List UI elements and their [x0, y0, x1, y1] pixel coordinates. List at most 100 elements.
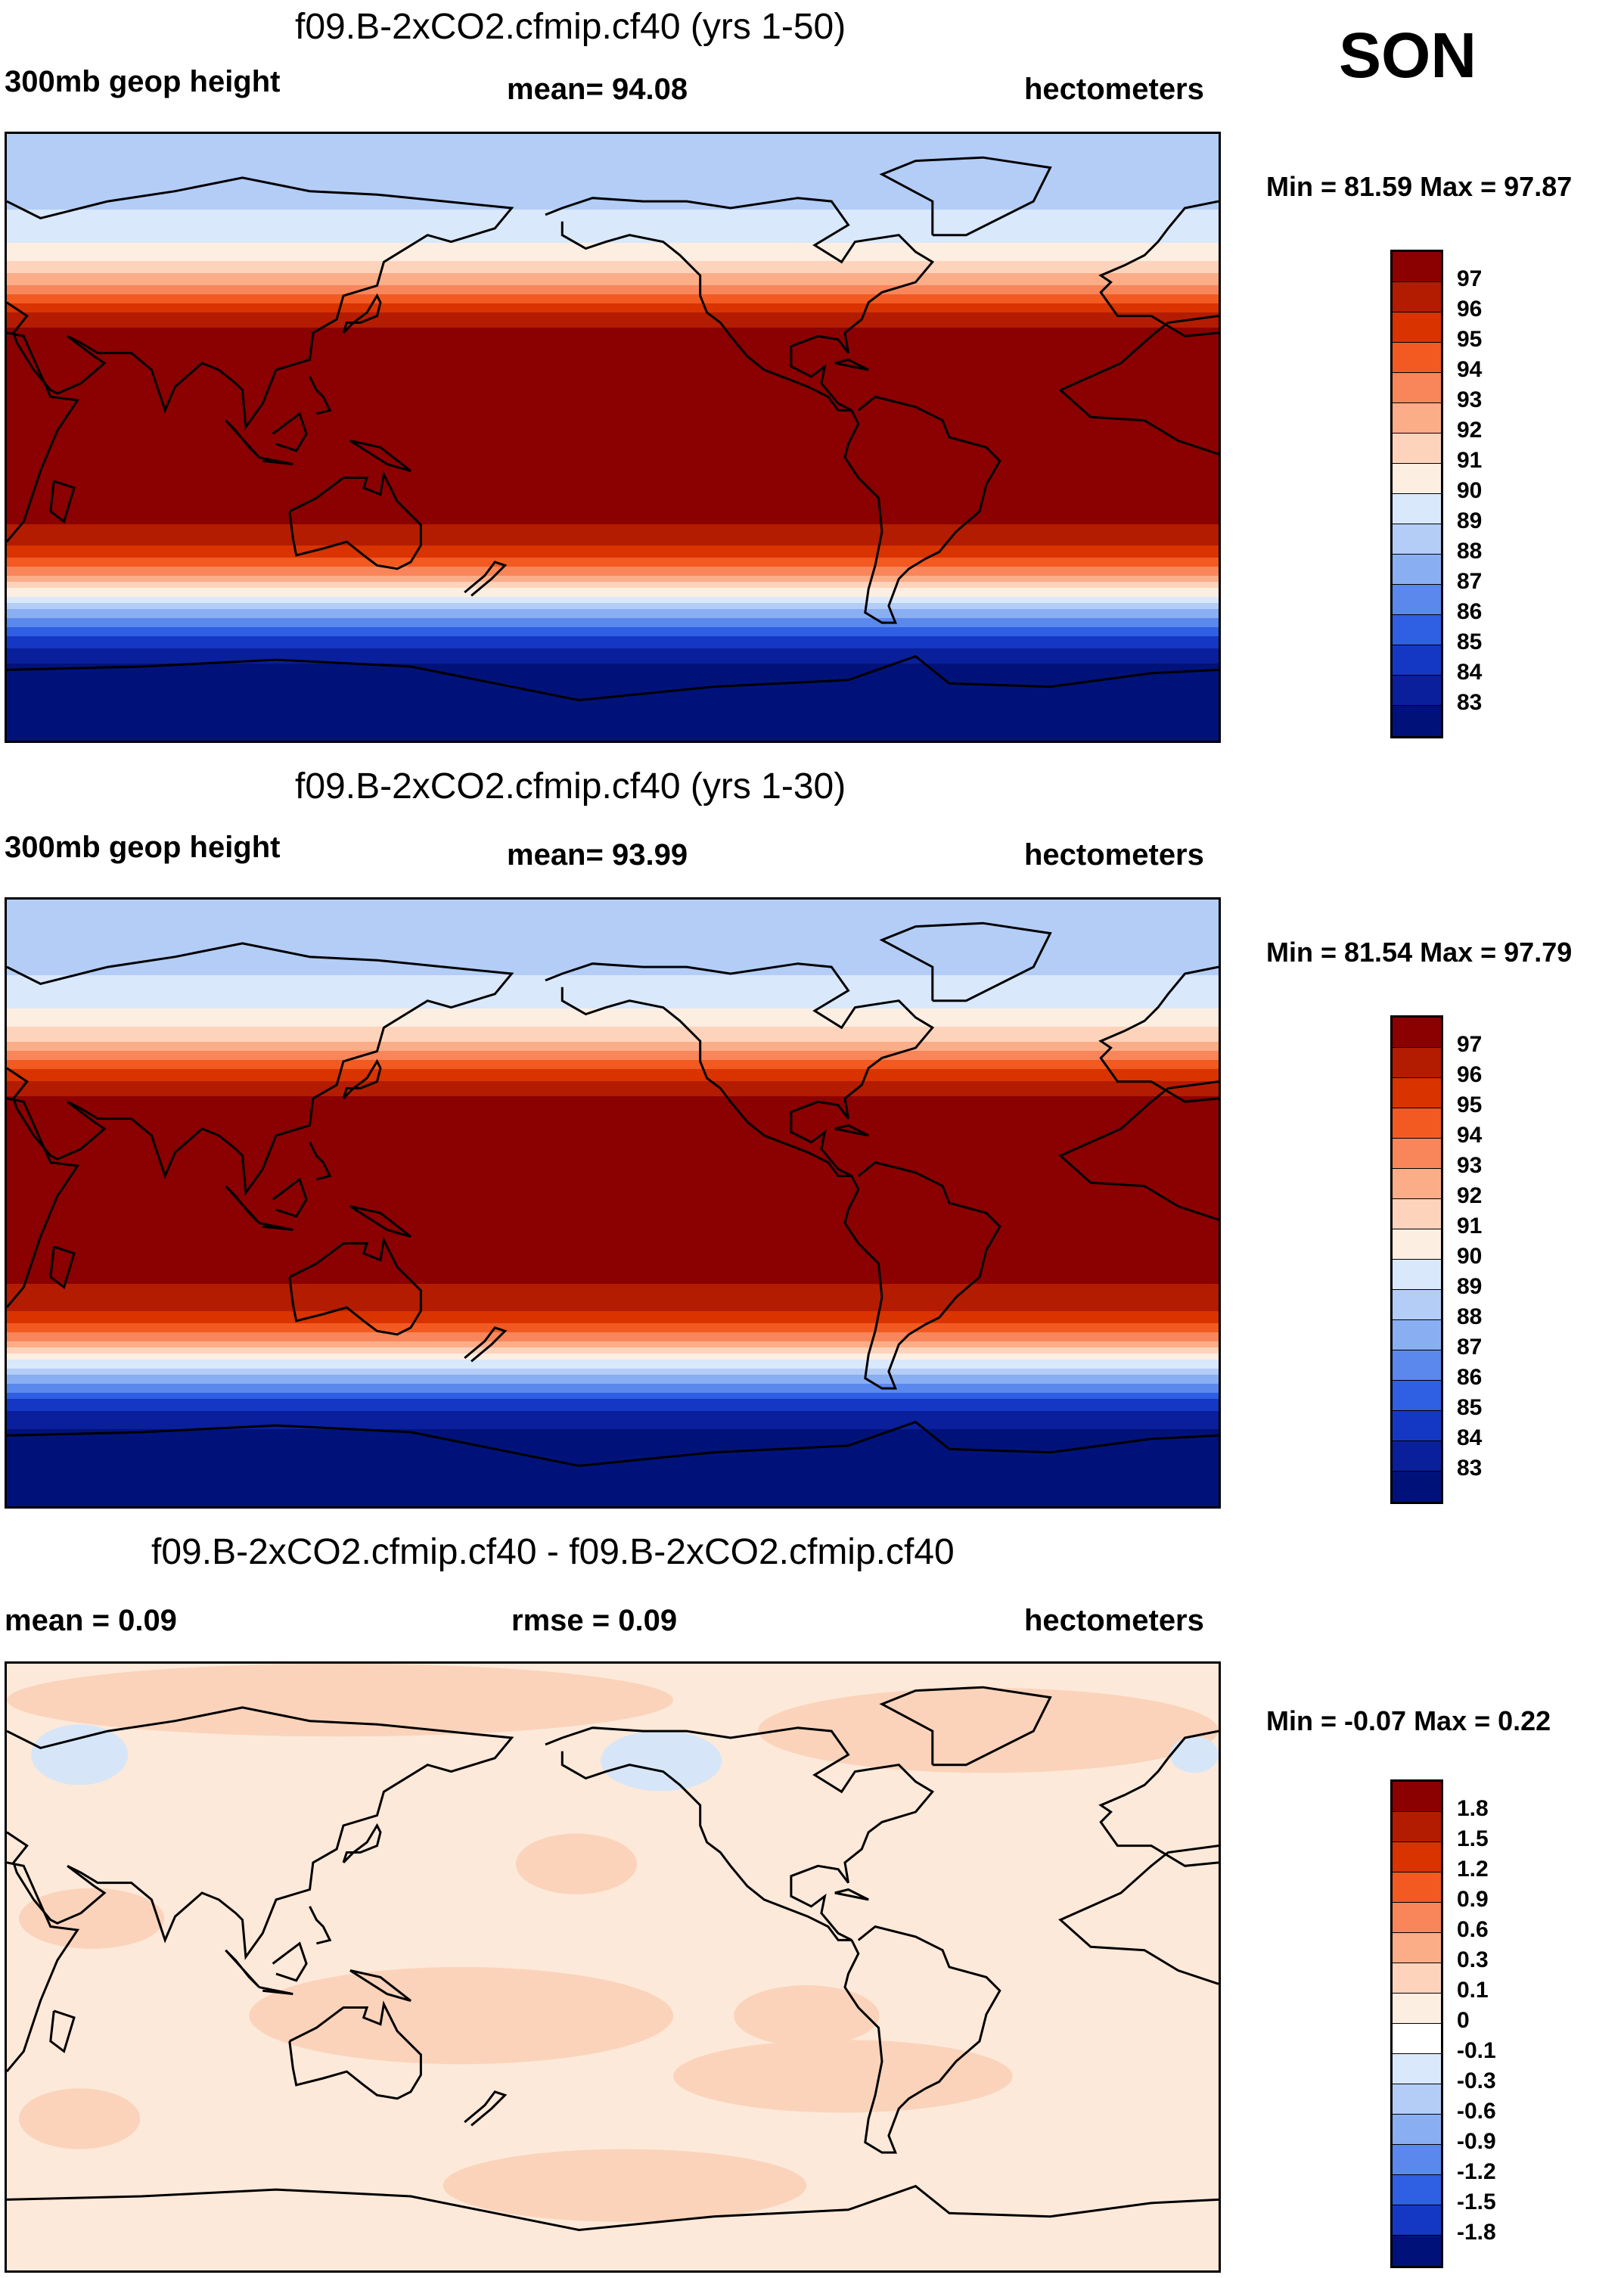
contour-band — [7, 1148, 1219, 1151]
contour-band — [7, 1120, 1219, 1124]
contour-band — [7, 464, 1219, 468]
contour-band — [7, 228, 1219, 232]
contour-band — [7, 1465, 1219, 1469]
coastline — [464, 1326, 508, 1363]
contour-band — [7, 1151, 1219, 1155]
contour-band — [7, 1347, 1219, 1351]
contour-band — [7, 521, 1219, 525]
contour-band — [7, 1462, 1219, 1466]
contour-band — [7, 679, 1219, 682]
negative-anomaly-region — [31, 1724, 129, 1785]
contour-band — [7, 1127, 1219, 1130]
colorbar-swatch — [1393, 1933, 1441, 1963]
colorbar-swatch — [1393, 2205, 1441, 2236]
colorbar-swatch — [1393, 1872, 1441, 1903]
contour-band — [7, 936, 1219, 940]
contour-band — [7, 352, 1219, 356]
contour-band — [7, 909, 1219, 912]
contour-band — [7, 612, 1219, 616]
colorbar-swatch — [1393, 645, 1441, 676]
contour-band — [7, 1505, 1219, 1506]
contour-band — [7, 969, 1219, 973]
contour-band — [7, 443, 1219, 446]
contour-band — [7, 688, 1219, 691]
contour-band — [7, 397, 1219, 401]
coastline — [342, 293, 382, 334]
panel-3-title: f09.B-2xCO2.cfmip.cf40 - f09.B-2xCO2.cfm… — [151, 1532, 955, 1572]
contour-band — [7, 1172, 1219, 1176]
coastline — [49, 2009, 76, 2053]
colorbar-tick-label: 91 — [1457, 1214, 1483, 1238]
contour-band — [7, 149, 1219, 153]
panel-3-units-label: hectometers — [1024, 1604, 1204, 1637]
contour-band — [7, 1002, 1219, 1006]
contour-band — [7, 1366, 1219, 1369]
coastline — [342, 1058, 382, 1099]
contour-band — [7, 1490, 1219, 1493]
contour-band — [7, 1284, 1219, 1288]
contour-band — [7, 1323, 1219, 1327]
contour-band — [7, 1393, 1219, 1397]
contour-band — [7, 549, 1219, 552]
contour-band — [7, 570, 1219, 573]
contour-band — [7, 703, 1219, 707]
coastline — [259, 456, 293, 466]
contour-band — [7, 558, 1219, 561]
contour-band — [7, 960, 1219, 964]
contour-band — [7, 461, 1219, 465]
contour-band — [7, 1278, 1219, 1282]
contour-band — [7, 270, 1219, 274]
coastline — [7, 2184, 1219, 2232]
contour-band — [7, 427, 1219, 431]
coastline — [834, 1123, 869, 1137]
colorbar-tick-label: 83 — [1457, 690, 1483, 715]
contour-band — [7, 954, 1219, 958]
contour-band — [7, 1438, 1219, 1442]
contour-band — [7, 654, 1219, 658]
contour-band — [7, 670, 1219, 673]
contour-band — [7, 140, 1219, 144]
contour-band — [7, 1090, 1219, 1094]
contour-band — [7, 1024, 1219, 1027]
contour-band — [7, 1350, 1219, 1354]
contour-band — [7, 240, 1219, 244]
contour-band — [7, 291, 1219, 295]
contour-band — [7, 999, 1219, 1003]
colorbar-tick-label: 96 — [1457, 1062, 1483, 1087]
coastline — [349, 1205, 411, 1238]
positive-anomaly-region — [19, 1888, 165, 1949]
contour-band — [7, 1432, 1219, 1436]
panel-2-mean-label: mean= 93.99 — [507, 838, 688, 872]
coastline — [342, 1823, 382, 1863]
contour-band — [7, 322, 1219, 325]
colorbar-swatch — [1393, 464, 1441, 494]
contour-band — [7, 975, 1219, 979]
contour-band — [7, 576, 1219, 580]
contour-band — [7, 700, 1219, 704]
contour-band — [7, 388, 1219, 392]
colorbar-tick-label: 0 — [1457, 2008, 1470, 2033]
contour-band — [7, 285, 1219, 289]
contour-band — [7, 948, 1219, 952]
coastline — [288, 2000, 422, 2100]
coastline — [1058, 1080, 1219, 1221]
contour-band — [7, 1187, 1219, 1191]
coastline — [545, 962, 935, 1177]
contour-band — [7, 434, 1219, 437]
contour-band — [7, 222, 1219, 225]
contour-band — [7, 467, 1219, 471]
contour-band — [7, 1193, 1219, 1197]
positive-anomaly-region — [19, 2088, 141, 2149]
contour-band — [7, 231, 1219, 235]
contour-band — [7, 188, 1219, 192]
coastline — [1058, 315, 1219, 455]
contour-band — [7, 300, 1219, 304]
contour-band — [7, 609, 1219, 613]
contour-band — [7, 1027, 1219, 1030]
coastline — [1098, 965, 1219, 1103]
contour-band — [7, 588, 1219, 592]
colorbar-swatch — [1393, 1350, 1441, 1381]
contour-band — [7, 1447, 1219, 1451]
positive-anomaly-region — [515, 1833, 638, 1894]
panel-1-units-label: hectometers — [1024, 73, 1204, 106]
